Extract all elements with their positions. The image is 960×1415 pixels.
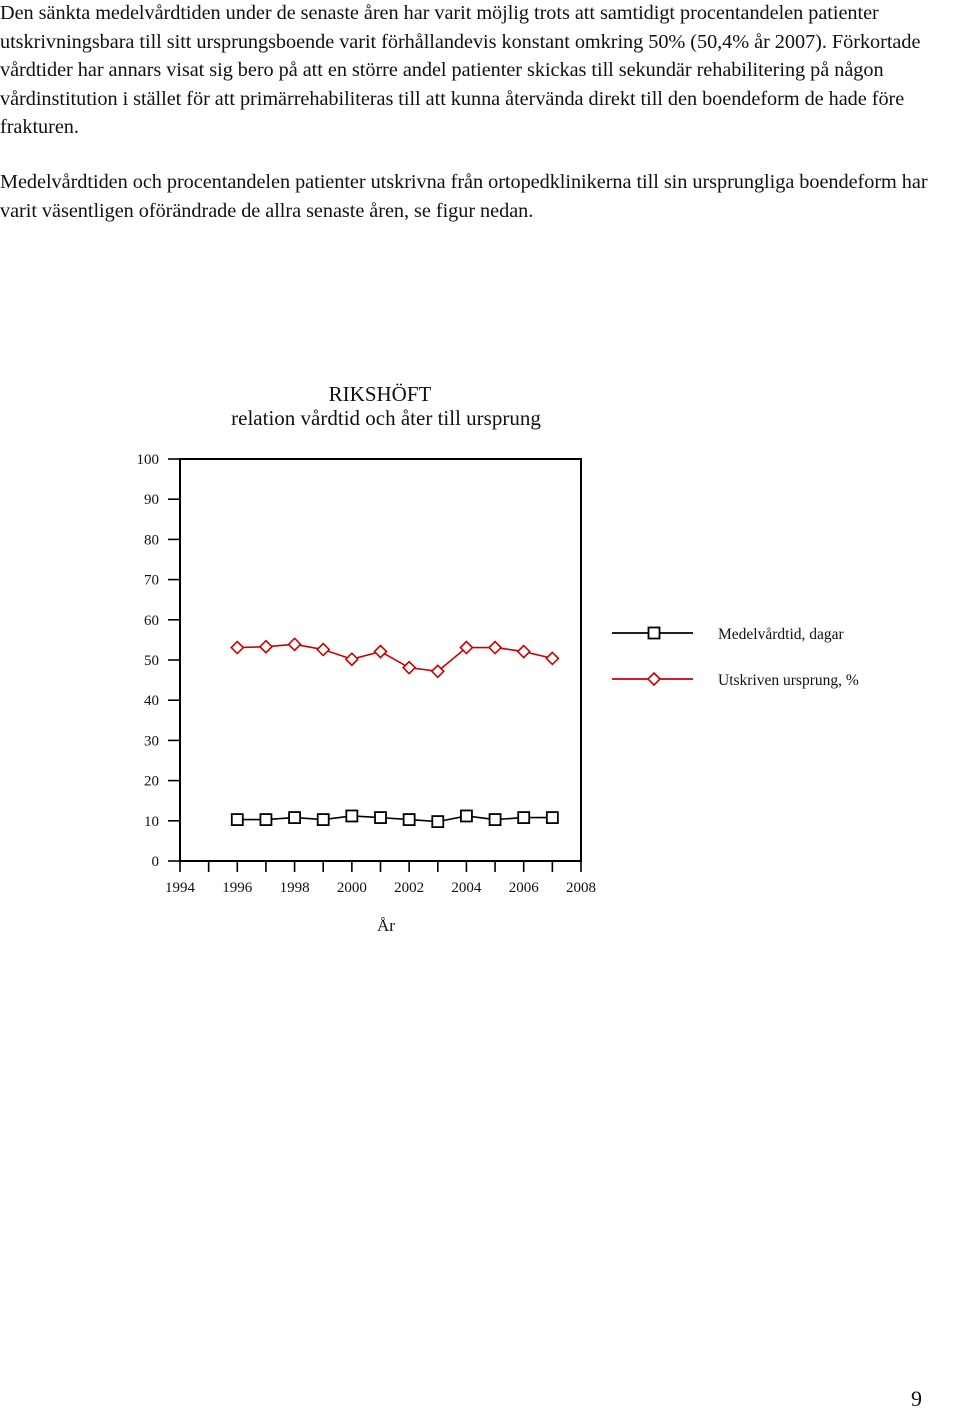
data-point-diamond — [316, 642, 331, 657]
data-point-square — [345, 809, 359, 823]
data-point-diamond — [287, 637, 302, 652]
data-point-diamond — [430, 664, 445, 679]
data-point-diamond — [258, 639, 274, 654]
data-point-square — [488, 813, 502, 826]
legend-marker — [646, 671, 662, 687]
x-tick-label: 1998 — [280, 880, 310, 896]
data-point-square — [288, 811, 301, 824]
y-tick-label: 100 — [137, 452, 160, 468]
x-tick-label: 1996 — [222, 880, 253, 896]
data-point-diamond — [459, 640, 474, 655]
x-axis: 1994 1996 1998 2000 2002 2004 2006 2008 — [165, 861, 596, 896]
x-tick-label: 2008 — [566, 880, 596, 896]
y-tick-label: 40 — [144, 693, 159, 709]
chart-title: RIKSHÖFT — [329, 382, 432, 406]
data-point-diamond — [487, 640, 503, 655]
legend-item: Medelvårdtid, dagar — [612, 626, 845, 643]
data-point-diamond — [545, 651, 560, 666]
data-point-diamond — [402, 660, 417, 675]
y-tick-label: 20 — [144, 774, 159, 790]
y-tick-label: 70 — [144, 573, 159, 589]
data-point-diamond — [230, 640, 245, 655]
data-point-square — [517, 811, 531, 824]
data-point-square — [374, 811, 387, 824]
y-tick-label: 90 — [144, 492, 159, 508]
x-tick-label: 2004 — [451, 880, 482, 896]
data-point-diamond — [373, 644, 388, 659]
x-tick-label: 1994 — [165, 880, 196, 896]
data-point-diamond — [516, 644, 531, 659]
legend-label: Medelvårdtid, dagar — [718, 626, 845, 643]
body-paragraph: Den sänkta medelvårdtiden under de senas… — [0, 2, 921, 138]
y-tick-label: 50 — [144, 653, 159, 669]
x-axis-label: År — [377, 916, 395, 935]
x-tick-label: 2006 — [509, 880, 540, 896]
legend-marker — [647, 626, 661, 640]
y-tick-label: 10 — [144, 814, 159, 830]
legend-label: Utskriven ursprung, % — [718, 672, 859, 689]
body-paragraph: Medelvårdtiden och procentandelen patien… — [0, 171, 928, 222]
y-tick-label: 0 — [152, 854, 160, 870]
chart-legend: Medelvårdtid, dagar Utskriven ursprung, % — [612, 626, 859, 689]
rikshoft-line-chart: RIKSHÖFT relation vårdtid och åter till … — [137, 382, 859, 935]
data-point-square — [402, 813, 416, 826]
x-tick-label: 2002 — [394, 880, 424, 896]
legend-item: Utskriven ursprung, % — [612, 671, 859, 689]
series-line — [237, 643, 553, 673]
data-point-diamond — [344, 652, 359, 667]
data-point-square — [545, 811, 559, 824]
data-point-square — [316, 813, 330, 826]
data-point-square — [460, 809, 473, 823]
plot-frame — [179, 458, 582, 862]
series-line — [237, 815, 553, 823]
y-tick-label: 60 — [144, 613, 159, 629]
x-tick-label: 2000 — [337, 880, 367, 896]
y-tick-label: 30 — [144, 733, 159, 749]
series-medelvardtid — [230, 809, 559, 829]
y-axis: 0 10 20 30 40 50 60 70 80 90 100 — [137, 452, 180, 870]
chart-subtitle: relation vårdtid och åter till ursprung — [231, 406, 541, 430]
data-point-square — [230, 813, 244, 826]
data-point-square — [259, 813, 273, 826]
series-utskriven-ursprung — [230, 637, 560, 679]
y-tick-label: 80 — [144, 532, 159, 548]
page-number: 9 — [911, 1386, 922, 1411]
data-point-square — [431, 815, 445, 829]
series-layer — [230, 637, 560, 829]
